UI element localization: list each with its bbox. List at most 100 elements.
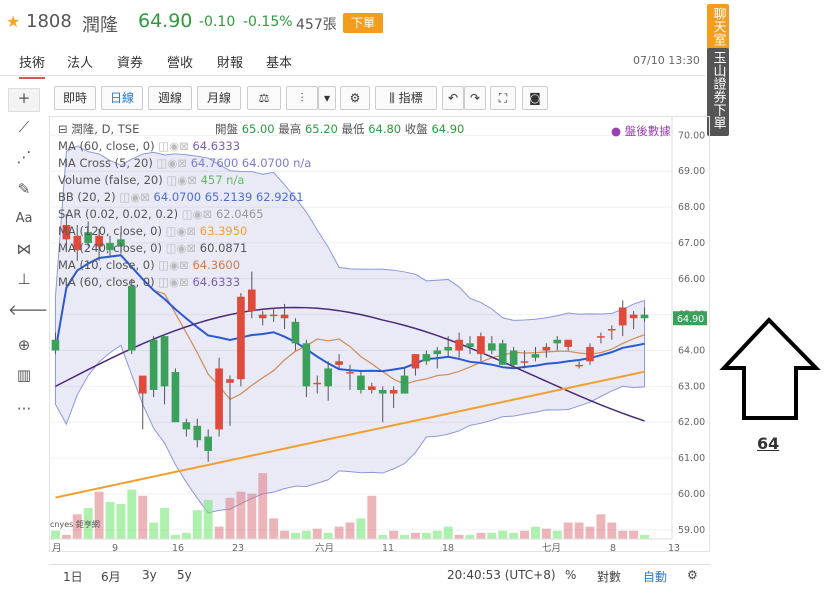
tab-basic[interactable]: 基本 <box>266 56 293 71</box>
gear-icon[interactable]: ⚙ <box>340 86 370 110</box>
log-toggle[interactable]: 對數 <box>597 570 622 584</box>
tab-financials[interactable]: 財報 <box>217 56 244 71</box>
candle-body <box>84 232 92 243</box>
chat-room-button[interactable]: 聊天室 <box>707 4 729 53</box>
volume-bar <box>138 495 148 539</box>
volume-bar <box>280 530 289 539</box>
open-value: 65.00 <box>241 122 275 136</box>
indicator-values: 63.3950 <box>199 224 248 238</box>
candle-body <box>269 314 278 317</box>
indicator-row[interactable]: SAR (0.02, 0.02, 0.2) ◫◉⊠ 62.0465 <box>58 207 264 221</box>
indicator-controls-icon[interactable]: ◫◉⊠ <box>162 173 201 187</box>
realtime-button[interactable]: 即時 <box>54 86 96 110</box>
indicator-controls-icon[interactable]: ◫◉⊠ <box>152 156 191 170</box>
indicator-icon: ⫼ <box>389 91 399 105</box>
trend-line-icon[interactable]: ⟋ <box>18 118 30 136</box>
indicator-row[interactable]: MA (120, close, 0) ◫◉⊠ 63.3950 <box>58 224 247 238</box>
zoom-in-icon[interactable]: ⊕ <box>17 336 31 354</box>
auto-toggle[interactable]: 自動 <box>643 570 668 584</box>
candle-type-icon[interactable]: ⫶ <box>286 86 318 110</box>
indicator-button[interactable]: ⫼ 指標 <box>375 86 437 110</box>
fib-tool-icon[interactable]: ⋰ <box>16 148 32 166</box>
more-tools-icon[interactable]: ··· <box>16 400 32 418</box>
esun-order-button[interactable]: 玉山證券下單 <box>707 48 729 136</box>
indicator-controls-icon[interactable]: ◫◉⊠ <box>161 224 200 238</box>
chart-area[interactable]: 70.00 69.00 68.00 67.00 66.00 65.00 64.00 63.00… <box>49 116 710 553</box>
indicator-name: MA (120, close, 0) <box>58 224 162 238</box>
measure-tool-icon[interactable]: ⊥ <box>17 270 31 288</box>
range-6m[interactable]: 6月 <box>101 570 121 584</box>
tab-revenue[interactable]: 營收 <box>167 56 194 71</box>
candle-body <box>466 343 474 347</box>
weekly-button[interactable]: 週線 <box>148 86 192 110</box>
chevron-down-icon[interactable]: ▾ <box>318 86 336 110</box>
price-tick-label: 68.00 <box>678 202 705 213</box>
indicator-name: Volume (false, 20) <box>58 173 163 187</box>
high-label: 最高 <box>278 122 302 136</box>
arrow-left-icon[interactable]: 🡐 <box>8 301 49 319</box>
indicator-name: MA (240, close, 0) <box>58 241 162 255</box>
ruler-icon[interactable]: ▥ <box>16 366 32 384</box>
price-tick-label: 62.00 <box>678 417 705 428</box>
volume-bar <box>454 534 464 539</box>
redo-icon[interactable]: ↷ <box>464 86 486 110</box>
undo-icon[interactable]: ↶ <box>442 86 464 110</box>
brush-icon[interactable]: ✎ <box>17 180 31 198</box>
indicator-row[interactable]: MA (60, close, 0) ◫◉⊠ 64.6333 <box>58 275 240 289</box>
indicator-row[interactable]: MA (10, close, 0) ◫◉⊠ 64.3600 <box>58 258 240 272</box>
indicator-controls-icon[interactable]: ◫◉⊠ <box>161 241 200 255</box>
legend-collapse-icon[interactable]: ⊟ <box>58 122 72 136</box>
last-price-label: 64.90 <box>677 314 704 325</box>
after-hours-label[interactable]: ● 盤後數據 <box>611 124 671 138</box>
settings-gear-icon[interactable]: ⚙ <box>687 568 698 582</box>
indicator-row[interactable]: Volume (false, 20) ◫◉⊠ 457 n/a <box>58 173 244 187</box>
indicator-controls-icon[interactable]: ◫◉⊠ <box>178 207 216 221</box>
camera-icon[interactable]: ◙ <box>522 86 548 110</box>
volume-bar <box>345 522 355 539</box>
candle-body <box>149 339 158 390</box>
indicator-row[interactable]: MA (240, close, 0) ◫◉⊠ 60.0871 <box>58 241 247 255</box>
annotation-value: 64 <box>757 434 780 453</box>
volume-bar <box>171 534 180 539</box>
indicator-row[interactable]: MA Cross (5, 20) ◫◉⊠ 64.7600 64.0700 n/a <box>58 156 311 170</box>
favorite-star-icon[interactable]: ★ <box>6 12 21 31</box>
chat-room-label: 聊天室 <box>710 7 726 46</box>
volume-bar <box>258 473 268 539</box>
volume-bar <box>443 526 453 539</box>
indicator-name: MA (60, close, 0) <box>58 139 155 153</box>
indicator-name: SAR (0.02, 0.02, 0.2) <box>58 207 179 221</box>
pattern-tool-icon[interactable]: ⋈ <box>16 240 32 258</box>
esun-order-label: 玉山證券下單 <box>710 51 726 129</box>
indicator-values: 64.6333 <box>192 275 241 289</box>
fullscreen-icon[interactable]: ⛶ <box>490 86 516 110</box>
candle-body <box>226 379 234 383</box>
tab-margin[interactable]: 資券 <box>117 56 144 71</box>
volume-bar <box>389 530 399 539</box>
order-button[interactable]: 下單 <box>343 13 383 33</box>
indicator-row[interactable]: BB (20, 2) ◫◉⊠ 64.0700 65.2139 62.9261 <box>58 190 304 204</box>
indicator-row[interactable]: MA (60, close, 0) ◫◉⊠ 64.6333 <box>58 139 240 153</box>
indicator-controls-icon[interactable]: ◫◉⊠ <box>154 258 193 272</box>
range-1d[interactable]: 1日 <box>63 570 83 584</box>
monthly-button[interactable]: 月線 <box>197 86 241 110</box>
indicator-values: 60.0871 <box>199 241 248 255</box>
daily-button[interactable]: 日線 <box>101 86 143 110</box>
volume-bar <box>574 522 584 539</box>
scale-icon[interactable]: ⚖ <box>247 86 281 110</box>
range-3y[interactable]: 3y <box>142 568 157 582</box>
indicator-controls-icon[interactable]: ◫◉⊠ <box>115 190 154 204</box>
indicator-controls-icon[interactable]: ◫◉⊠ <box>154 275 193 289</box>
range-5y[interactable]: 5y <box>177 568 192 582</box>
candle-body <box>73 235 82 251</box>
indicator-name: MA (10, close, 0) <box>58 258 155 272</box>
tab-divider <box>0 75 705 76</box>
time-tick-label: 13 <box>668 543 680 553</box>
tab-technical[interactable]: 技術 <box>19 52 46 79</box>
volume-bar <box>378 534 388 539</box>
tab-institutional[interactable]: 法人 <box>67 56 94 71</box>
time-tick-label: 9 <box>112 543 118 553</box>
text-tool-icon[interactable]: Aa <box>15 211 33 226</box>
indicator-controls-icon[interactable]: ◫◉⊠ <box>154 139 193 153</box>
crosshair-icon[interactable]: + <box>8 88 40 112</box>
percent-toggle[interactable]: % <box>565 568 577 582</box>
